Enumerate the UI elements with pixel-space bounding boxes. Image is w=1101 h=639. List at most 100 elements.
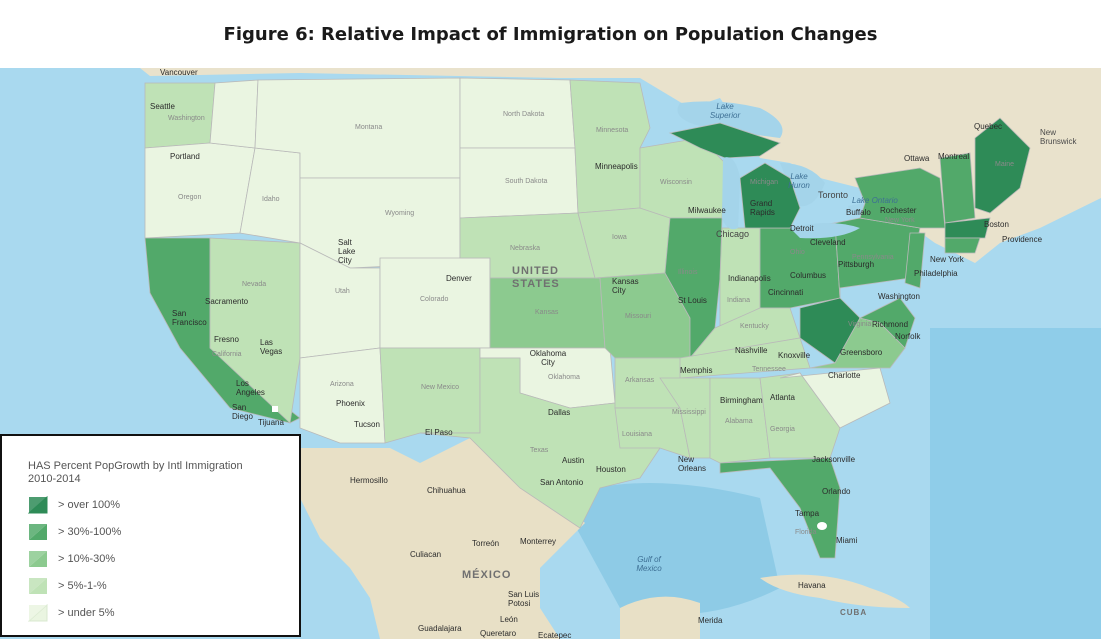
us-states [144, 77, 1031, 559]
state-alabama [709, 377, 771, 464]
state-label-arkansas: Arkansas [625, 377, 655, 384]
state-label-nebraska: Nebraska [510, 245, 540, 252]
legend-item: > over 100% [28, 491, 299, 518]
state-label-idaho: Idaho [262, 196, 280, 203]
state-label-kentucky: Kentucky [740, 323, 769, 330]
city-label: Buffalo [846, 208, 871, 217]
city-label: Oklahoma City [529, 349, 567, 367]
state-label-missouri: Missouri [625, 313, 652, 320]
city-label: Tijuana [258, 418, 284, 427]
legend-item-label: > 10%-30% [58, 552, 116, 565]
state-nevada [209, 237, 301, 424]
city-label: Cleveland [810, 238, 846, 247]
city-label: Portland [170, 152, 200, 161]
legend-swatch [28, 603, 48, 621]
state-maine [974, 117, 1031, 214]
state-label-south-dakota: South Dakota [505, 178, 548, 185]
lake-michigan-top [722, 157, 740, 230]
city-label: Dallas [548, 408, 571, 417]
legend-title-line2: 2010-2014 [28, 473, 81, 485]
state-label-texas: Texas [530, 447, 549, 454]
city-label: Miami [836, 536, 858, 545]
city-label: Vancouver [160, 68, 198, 77]
state-new-york [854, 167, 946, 229]
city-label: El Paso [425, 428, 453, 437]
city-label: Detroit [790, 224, 814, 233]
city-label: Ecatepec [538, 631, 572, 639]
canada-land [140, 68, 1101, 263]
city-label: Queretaro [480, 629, 517, 638]
city-label: Greensboro [840, 348, 883, 357]
state-texas [419, 357, 661, 529]
city-label: New Orleans [678, 455, 707, 473]
state-new-jersey [904, 232, 926, 289]
state-label-california: California [212, 351, 242, 358]
city-label: Tucson [354, 420, 380, 429]
water-label-lake-superior: Lake Superior [709, 102, 741, 120]
state-carolinas [779, 367, 891, 429]
state-label-florida: Florida [795, 529, 817, 536]
city-label: Knoxville [778, 351, 811, 360]
state-label-arizona: Arizona [330, 381, 354, 388]
figure-title: Figure 6: Relative Impact of Immigration… [223, 23, 878, 45]
city-label: Charlotte [828, 371, 861, 380]
city-label: Providence [1002, 235, 1043, 244]
city-label: Houston [596, 465, 626, 474]
state-label-virginia: Virginia [848, 321, 872, 328]
city-label: Kansas City [612, 277, 639, 295]
city-label: Orlando [822, 487, 851, 496]
city-label: Minneapolis [595, 162, 638, 171]
okeechobee-spot [817, 522, 827, 530]
city-label: Washington [878, 292, 920, 301]
city-label: Culiacan [410, 550, 442, 559]
city-label: Phoenix [336, 399, 365, 408]
city-label: Memphis [680, 366, 713, 375]
city-label: Salt Lake City [338, 238, 356, 265]
city-label: Torreón [472, 539, 500, 548]
state-mississippi [659, 377, 711, 459]
city-label: León [500, 615, 518, 624]
legend-item-label: > under 5% [58, 606, 115, 619]
yucatan-land [620, 596, 700, 639]
state-label-michigan: Michigan [750, 179, 779, 186]
state-michigan [739, 162, 801, 229]
city-label: Quebec [974, 122, 1003, 131]
water-label-lake-huron: Lake Huron [788, 172, 810, 190]
state-label-pennsylvania: Pennsylvania [852, 254, 894, 261]
city-label: San Diego [232, 403, 253, 421]
city-label: Columbus [790, 271, 827, 280]
state-label-new-mexico: New Mexico [420, 384, 460, 391]
city-label: Los Angeles [236, 379, 265, 397]
cuba-land [760, 574, 910, 608]
state-label-georgia: Georgia [770, 426, 795, 433]
city-label: Tampa [795, 509, 820, 518]
water-label-lake-ontario: Lake Ontario [852, 196, 898, 205]
state-label-kansas: Kansas [535, 309, 559, 316]
state-label-wisconsin: Wisconsin [660, 179, 692, 186]
state-label-nevada: Nevada [242, 281, 267, 288]
city-label: Havana [798, 581, 826, 590]
legend-item: > under 5% [28, 599, 299, 626]
city-label: Jacksonville [812, 455, 856, 464]
state-wyoming [299, 177, 461, 269]
city-label: Birmingham [720, 396, 763, 405]
city-label: Boston [984, 220, 1009, 229]
state-label-montana: Montana [355, 124, 383, 131]
state-arizona [299, 347, 386, 444]
state-label-oregon: Oregon [178, 194, 202, 201]
country-label-mexico: MÉXICO [462, 569, 512, 581]
country-label-united: UNITED [512, 265, 559, 277]
city-label: Sacramento [205, 297, 249, 306]
city-label: Philadelphia [914, 269, 958, 278]
gulf-deep [560, 483, 780, 615]
city-label: Merida [698, 616, 723, 625]
city-label: Milwaukee [688, 206, 726, 215]
legend-swatch [29, 577, 47, 594]
city-label: San Francisco [172, 309, 207, 327]
city-label: San Antonio [540, 478, 584, 487]
map-canvas[interactable]: UNITED STATES MÉXICO CUBA Washington Ore… [0, 68, 1101, 639]
city-label: Montreal [938, 152, 970, 161]
mexico-land [300, 438, 585, 639]
state-label-wyoming: Wyoming [385, 210, 415, 217]
city-label: Chihuahua [427, 486, 466, 495]
